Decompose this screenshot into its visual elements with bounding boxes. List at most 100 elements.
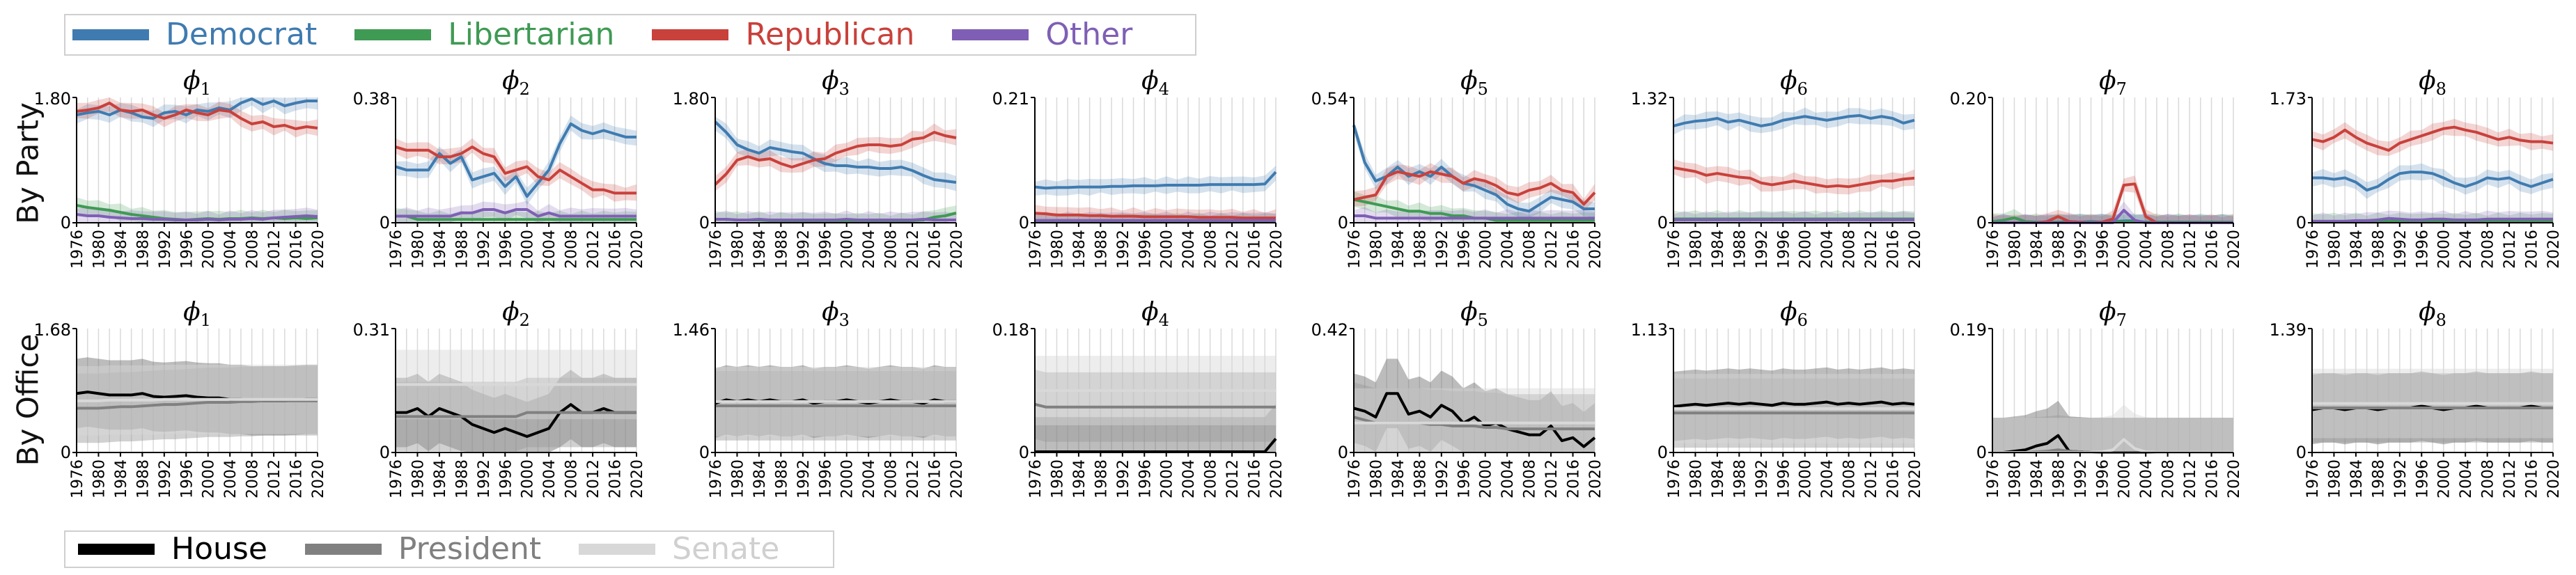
x-tick-label: 1996 (178, 459, 196, 498)
x-tick-label: 1984 (1390, 459, 1407, 498)
x-tick-label: 2004 (2458, 230, 2475, 269)
panel-title: ϕ6 (1780, 298, 1808, 330)
x-tick-label: 1996 (1455, 230, 1473, 269)
x-tick-label: 2012 (585, 459, 602, 498)
x-tick-label: 1992 (157, 459, 174, 498)
x-tick-label: 2000 (839, 459, 857, 498)
x-tick-label: 2020 (1907, 459, 1924, 498)
legend-label-other: Other (1045, 17, 1133, 52)
band-house (396, 370, 637, 452)
y-tick-label-top: 1.80 (673, 89, 710, 109)
panel-title: ϕ7 (2099, 298, 2127, 330)
x-tick-label: 2020 (1268, 459, 1286, 498)
line-democrat (1034, 171, 1277, 190)
y-tick-label-top: 1.73 (2270, 89, 2306, 109)
x-tick-label: 2016 (1247, 230, 1264, 269)
x-tick-label: 1980 (2006, 230, 2024, 269)
panel-title: ϕ7 (2099, 67, 2127, 99)
legend-item-house: House (78, 534, 267, 565)
x-tick-label: 2016 (607, 230, 625, 269)
legend-swatch-house (78, 544, 155, 555)
x-tick-label: 2012 (2501, 230, 2519, 269)
office-legend: House President Senate (64, 530, 834, 568)
line-republican (76, 102, 318, 130)
panel-title: ϕ1 (183, 67, 211, 99)
y-tick-label-top: 0.54 (1311, 89, 1348, 109)
y-tick-label-top: 0.31 (353, 320, 390, 340)
x-tick-label: 2000 (2116, 230, 2134, 269)
x-tick-label: 2016 (1566, 230, 1583, 269)
x-tick-label: 1976 (708, 230, 725, 269)
x-tick-label: 1980 (1049, 459, 1066, 498)
y-tick-label-top: 1.13 (1631, 320, 1668, 340)
x-tick-label: 2016 (1566, 459, 1583, 498)
x-tick-label: 2020 (2226, 230, 2243, 269)
x-tick-label: 1992 (795, 459, 813, 498)
x-tick-label: 2000 (201, 230, 218, 269)
x-tick-label: 2004 (2458, 459, 2475, 498)
y-tick-label-top: 1.46 (673, 320, 710, 340)
legend-swatch-president (304, 544, 382, 555)
x-tick-label: 1980 (91, 230, 108, 269)
x-tick-label: 1992 (2072, 230, 2090, 269)
panel-title: ϕ2 (502, 67, 530, 99)
x-tick-label: 2016 (288, 459, 306, 498)
x-tick-label: 2008 (1203, 230, 1220, 269)
band-democrat (715, 116, 956, 191)
line-republican (1353, 170, 1596, 206)
x-tick-label: 2016 (1885, 459, 1903, 498)
x-tick-label: 2016 (1247, 459, 1264, 498)
y-tick-label-bottom: 0 (1338, 443, 1348, 462)
legend-label-democrat: Democrat (166, 17, 318, 52)
line-republican (1034, 212, 1276, 220)
legend-item-republican: Republican (652, 19, 914, 50)
x-tick-label: 1980 (1687, 459, 1705, 498)
x-tick-label: 2004 (861, 459, 878, 498)
x-tick-label: 1996 (178, 230, 196, 269)
x-tick-label: 1992 (2392, 459, 2410, 498)
x-tick-label: 2020 (949, 459, 966, 498)
x-tick-label: 1976 (1666, 230, 1683, 269)
x-tick-label: 1996 (497, 230, 515, 269)
y-tick-label-bottom: 0 (2296, 443, 2306, 462)
x-tick-label: 2020 (1268, 230, 1286, 269)
x-tick-label: 1992 (795, 230, 813, 269)
band-republican (715, 123, 956, 191)
legend-label-libertarian: Libertarian (448, 17, 615, 52)
band-republican (2312, 118, 2553, 157)
x-tick-label: 2000 (201, 459, 218, 498)
x-tick-label: 2000 (2436, 230, 2453, 269)
y-tick-label-top: 0.19 (1950, 320, 1987, 340)
x-tick-label: 1980 (409, 230, 427, 269)
panel-title: ϕ3 (822, 298, 850, 330)
line-president (396, 411, 637, 418)
line-democrat (76, 97, 318, 120)
x-tick-label: 1976 (1666, 459, 1683, 498)
band-senate (1354, 388, 1595, 452)
x-tick-label: 2012 (1863, 459, 1880, 498)
x-tick-label: 1980 (409, 459, 427, 498)
x-tick-label: 2000 (1159, 230, 1176, 269)
x-tick-label: 2012 (1863, 230, 1880, 269)
legend-item-libertarian: Libertarian (354, 19, 614, 50)
x-tick-label: 1984 (751, 230, 769, 269)
x-tick-label: 2016 (927, 230, 944, 269)
line-president (1034, 402, 1276, 409)
y-tick-label-top: 1.68 (34, 320, 71, 340)
band-house (1035, 404, 1276, 452)
x-tick-label: 2000 (2116, 459, 2134, 498)
band-president (1992, 415, 2233, 452)
x-tick-label: 1984 (1071, 459, 1088, 498)
x-tick-label: 2020 (310, 459, 327, 498)
x-tick-label: 2020 (629, 230, 646, 269)
band-president (77, 365, 318, 443)
legend-label-republican: Republican (745, 17, 915, 52)
y-tick-label-top: 0.21 (992, 89, 1029, 109)
x-tick-label: 1976 (708, 459, 725, 498)
x-tick-label: 2016 (288, 230, 306, 269)
x-tick-label: 2020 (949, 230, 966, 269)
